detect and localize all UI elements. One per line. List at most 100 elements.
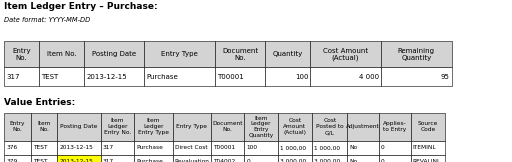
Bar (312, 113, 347, 141)
Text: Applies-
to Entry: Applies- to Entry (383, 121, 407, 132)
Bar (278, 113, 312, 141)
Text: 2013-12-15: 2013-12-15 (86, 74, 126, 80)
Bar (347, 141, 379, 155)
Bar (144, 67, 215, 86)
Text: Direct Cost: Direct Cost (175, 145, 207, 150)
Text: Posting Date: Posting Date (60, 124, 98, 129)
Text: No: No (349, 145, 357, 150)
Bar (84, 41, 144, 67)
Bar (31, 113, 57, 141)
Bar (265, 67, 310, 86)
Text: Entry
No.: Entry No. (10, 121, 25, 132)
Bar (173, 141, 211, 155)
Text: Purchase: Purchase (146, 74, 178, 80)
Text: Posting Date: Posting Date (92, 51, 136, 57)
Text: T04002: T04002 (213, 159, 235, 162)
Bar (101, 141, 134, 155)
Bar (312, 155, 347, 162)
Text: Value Entries:: Value Entries: (4, 98, 75, 107)
Bar (379, 113, 411, 141)
Bar (4, 113, 31, 141)
Text: 3 000,00: 3 000,00 (314, 159, 340, 162)
Text: 100: 100 (295, 74, 308, 80)
Bar (173, 155, 211, 162)
Text: Cost
Amount
(Actual): Cost Amount (Actual) (284, 118, 306, 135)
Text: T00001: T00001 (217, 74, 244, 80)
Bar (379, 155, 411, 162)
Bar (244, 113, 278, 141)
Bar (411, 113, 445, 141)
Bar (244, 155, 278, 162)
Text: Date format: YYYY-MM-DD: Date format: YYYY-MM-DD (4, 17, 90, 23)
Text: 3 000,00: 3 000,00 (280, 159, 306, 162)
Text: TEST: TEST (41, 74, 58, 80)
Text: 100: 100 (246, 145, 258, 150)
Text: 0: 0 (246, 159, 250, 162)
Bar (39, 41, 84, 67)
Bar (310, 41, 381, 67)
Text: Purchase: Purchase (136, 159, 163, 162)
Text: Item
Ledger
Entry
Quantity: Item Ledger Entry Quantity (248, 116, 273, 138)
Text: TEST: TEST (33, 159, 47, 162)
Bar (39, 67, 84, 86)
Text: Cost Amount
(Actual): Cost Amount (Actual) (323, 47, 368, 61)
Text: Entry Type: Entry Type (161, 51, 198, 57)
Text: 379: 379 (6, 159, 17, 162)
Bar (4, 155, 31, 162)
Bar (381, 41, 452, 67)
Bar (134, 113, 173, 141)
Bar (312, 141, 347, 155)
Text: 1 000,00: 1 000,00 (280, 145, 306, 150)
Text: 0: 0 (381, 145, 385, 150)
Bar (379, 141, 411, 155)
Bar (411, 141, 445, 155)
Bar (310, 67, 381, 86)
Bar (4, 141, 31, 155)
Text: Adjustment: Adjustment (346, 124, 380, 129)
Bar (57, 113, 101, 141)
Text: ITEMINL: ITEMINL (413, 145, 436, 150)
Text: Source
Code: Source Code (418, 121, 438, 132)
Text: Quantity: Quantity (272, 51, 303, 57)
Bar (381, 67, 452, 86)
Text: 317: 317 (103, 159, 114, 162)
Text: 317: 317 (6, 74, 19, 80)
Bar (84, 67, 144, 86)
Bar (211, 141, 244, 155)
Bar (134, 141, 173, 155)
Text: Item
Ledger
Entry No.: Item Ledger Entry No. (104, 118, 131, 135)
Bar (278, 141, 312, 155)
Text: Document
No.: Document No. (222, 48, 258, 61)
Bar (31, 155, 57, 162)
Bar (57, 155, 101, 162)
Text: Cost
Posted to
G/L: Cost Posted to G/L (316, 118, 344, 135)
Text: 2013-12-15: 2013-12-15 (59, 145, 93, 150)
Bar (134, 155, 173, 162)
Text: 0: 0 (381, 159, 385, 162)
Bar (411, 155, 445, 162)
Bar (31, 141, 57, 155)
Text: Purchase: Purchase (136, 145, 163, 150)
Text: REVALINL: REVALINL (413, 159, 441, 162)
Text: T00001: T00001 (213, 145, 235, 150)
Text: Item No.: Item No. (47, 51, 76, 57)
Bar (244, 141, 278, 155)
Text: 95: 95 (441, 74, 450, 80)
Text: Document
No.: Document No. (212, 121, 243, 132)
Bar (347, 113, 379, 141)
Text: Entry Type: Entry Type (176, 124, 207, 129)
Bar (211, 155, 244, 162)
Bar (101, 113, 134, 141)
Bar (278, 155, 312, 162)
Bar (173, 113, 211, 141)
Text: TEST: TEST (33, 145, 47, 150)
Bar (57, 141, 101, 155)
Bar (265, 41, 310, 67)
Bar (4, 67, 39, 86)
Bar (215, 41, 265, 67)
Text: Item
Ledger
Entry Type: Item Ledger Entry Type (138, 118, 169, 135)
Text: 4 000: 4 000 (359, 74, 379, 80)
Bar (211, 113, 244, 141)
Text: Item Ledger Entry – Purchase:: Item Ledger Entry – Purchase: (4, 2, 158, 12)
Text: 376: 376 (6, 145, 17, 150)
